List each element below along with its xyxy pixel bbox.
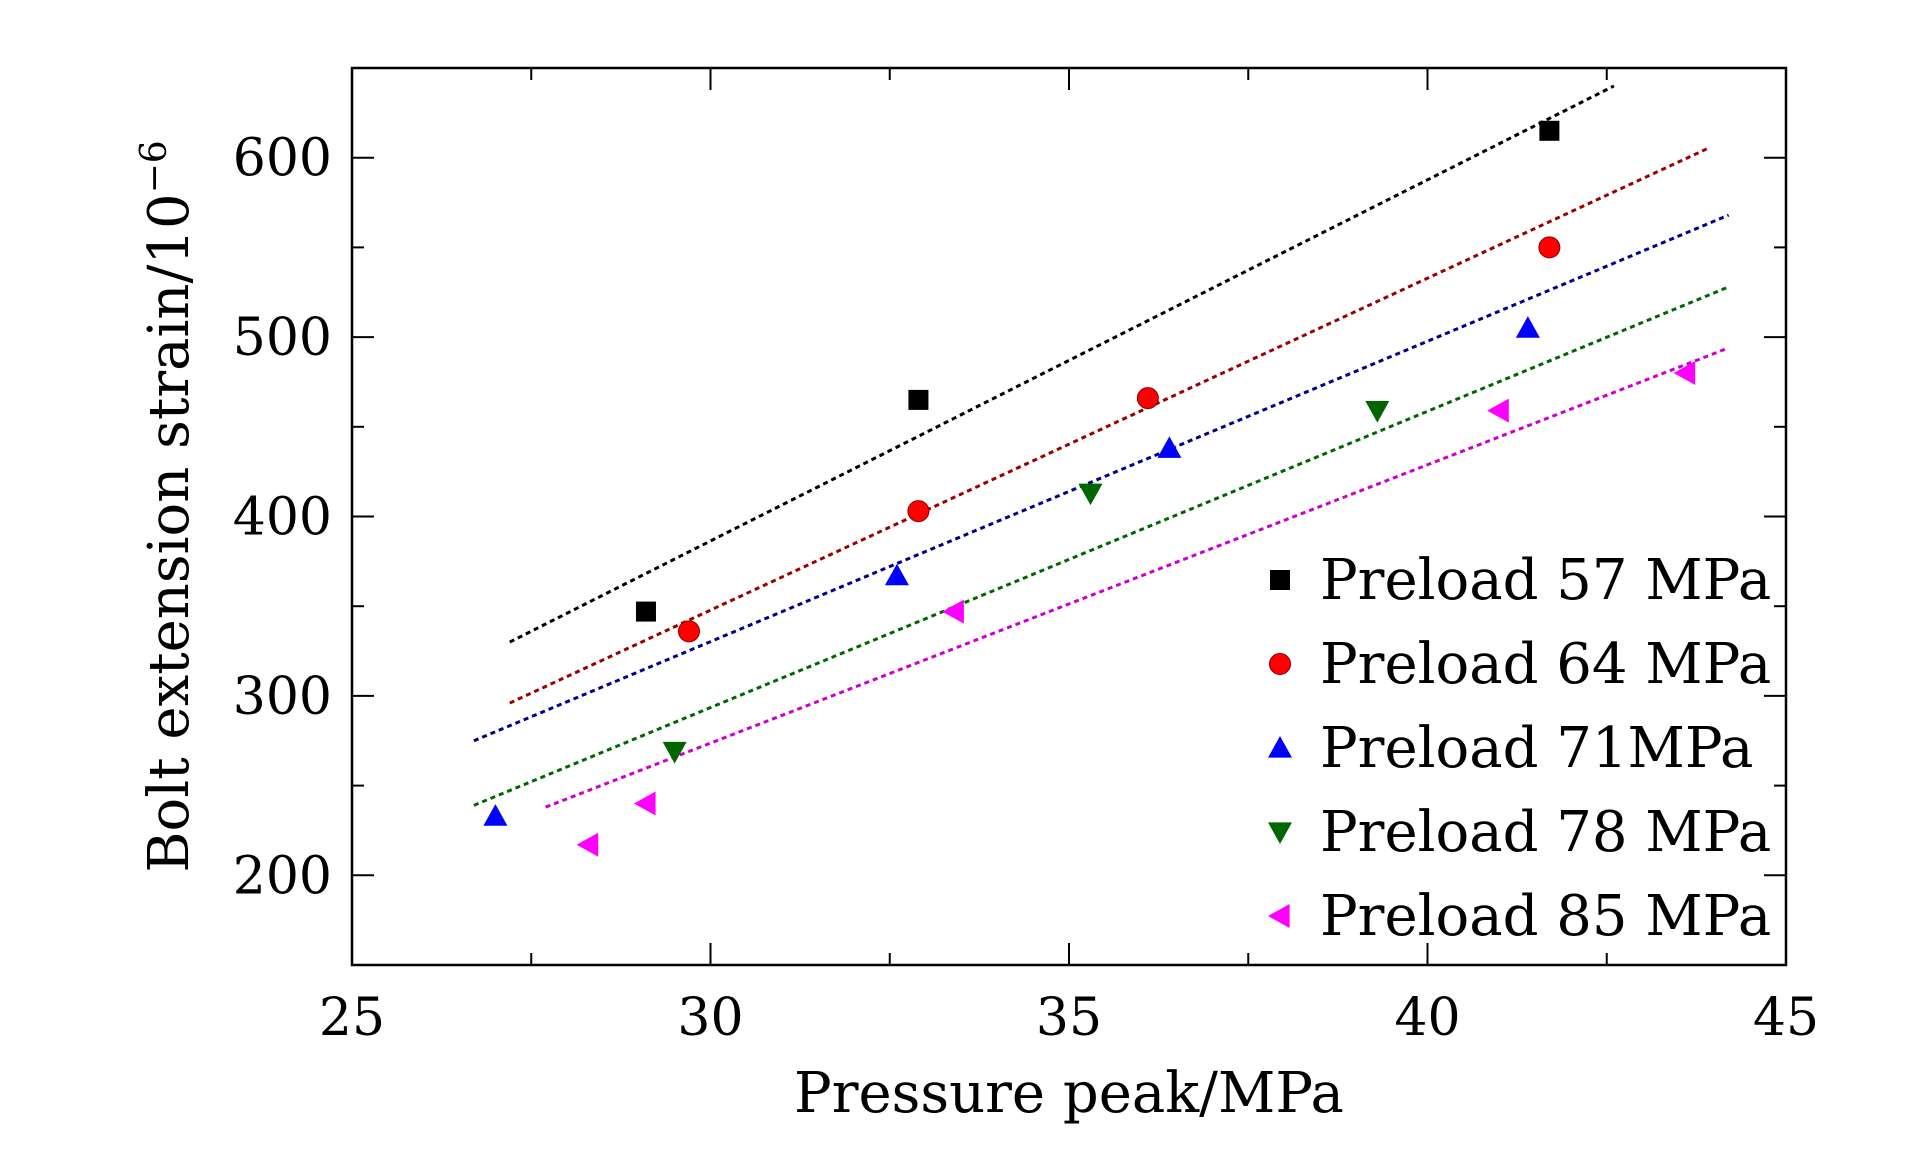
legend-label: Preload 64 MPa [1320, 632, 1771, 697]
y-tick-label: 400 [233, 488, 332, 548]
fit-line-2 [509, 147, 1708, 705]
fit-line-1 [509, 84, 1615, 644]
data-point [662, 741, 687, 764]
tick-labels: 25 30 35 40 45 200 300 400 500 600 [233, 129, 1819, 1048]
data-point [1078, 483, 1103, 506]
data-point [677, 620, 700, 643]
y-tick-label: 200 [233, 846, 332, 906]
data-point [1538, 236, 1561, 259]
data-point [1539, 120, 1560, 141]
legend: Preload 57 MPa Preload 64 MPa Preload 71MP… [1268, 548, 1771, 949]
data-point [576, 832, 599, 857]
data-point [1157, 436, 1182, 458]
y-axis-title: Bolt extension strain/10−6 [134, 140, 202, 872]
data-markers [483, 120, 1696, 857]
x-tick-label: 35 [1036, 988, 1102, 1048]
fit-line-3 [473, 213, 1730, 743]
data-point [483, 804, 508, 826]
legend-label: Preload 71MPa [1320, 716, 1753, 781]
axis-ticks [351, 67, 1787, 966]
x-tick-label: 30 [677, 988, 743, 1048]
data-point [1136, 387, 1159, 410]
data-point [942, 599, 964, 624]
x-tick-label: 40 [1394, 988, 1460, 1048]
fit-line-5 [545, 346, 1730, 809]
data-point [635, 601, 656, 622]
data-point [908, 389, 929, 410]
data-point [1487, 398, 1509, 423]
legend-label: Preload 57 MPa [1320, 548, 1771, 613]
data-point [633, 791, 656, 816]
x-axis-title: Pressure peak/MPa [794, 1061, 1344, 1126]
legend-marker [1268, 736, 1292, 758]
y-tick-label: 600 [233, 129, 332, 189]
y-axis-title-main: Bolt extension strain/10 [137, 193, 202, 872]
legend-marker [1268, 822, 1292, 844]
fit-line-4 [473, 285, 1730, 807]
legend-label: Preload 78 MPa [1320, 800, 1771, 865]
x-tick-label: 45 [1753, 988, 1819, 1048]
data-point [1365, 401, 1390, 423]
data-point [1673, 360, 1696, 385]
fit-lines [473, 84, 1730, 809]
legend-marker [1269, 653, 1291, 675]
legend-label: Preload 85 MPa [1320, 884, 1771, 949]
x-tick-label: 25 [319, 988, 385, 1048]
legend-marker [1270, 570, 1290, 590]
data-point [907, 500, 930, 523]
y-axis-title-superscript: −6 [134, 140, 175, 193]
data-point [884, 563, 909, 586]
data-point [1515, 316, 1540, 338]
legend-marker [1268, 904, 1290, 928]
y-tick-label: 300 [233, 667, 332, 727]
y-tick-label: 500 [233, 308, 332, 368]
